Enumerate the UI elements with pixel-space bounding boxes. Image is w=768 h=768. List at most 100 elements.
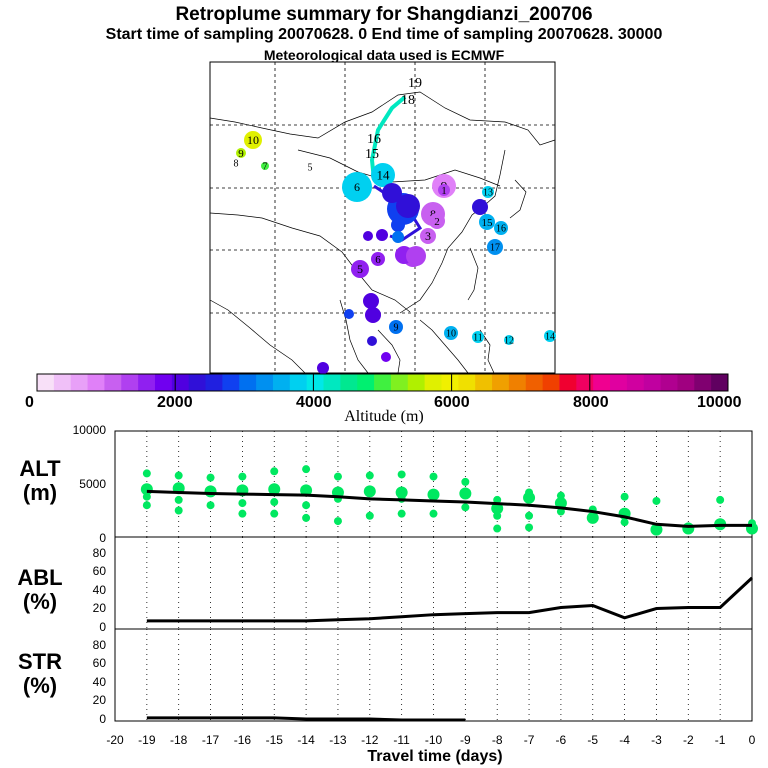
colorbar-segment [593,374,611,391]
colorbar-segment [205,374,223,391]
map-plume-blob [317,362,329,374]
abl-label-line1: ABL [17,565,63,590]
map-plume-blob [363,231,373,241]
str-label-line1: STR [18,649,62,674]
alt-scatter-point [206,473,215,482]
x-tick-label: -3 [651,733,662,747]
colorbar-segment [357,374,375,391]
map-marker-label: 17 [490,243,500,254]
map-marker-label: 11 [473,333,483,344]
map-marker-label: 2 [434,216,440,228]
colorbar-segment [188,374,207,391]
map-coastline-6 [377,329,401,374]
str-line [146,716,466,722]
x-tick-label: -4 [619,733,630,747]
x-tick-label: 0 [748,733,756,747]
map-coastline-4 [339,299,369,374]
alt-panel-label: ALT (m) [0,457,80,505]
map-marker-dot [389,320,403,334]
x-tick-label: -1 [714,733,726,747]
colorbar-segment [441,374,459,391]
str-panel-label: STR (%) [0,650,80,698]
alt-scatter-point [270,509,279,518]
alt-scatter-point [238,499,247,508]
alt-scatter-point [491,502,504,515]
map-coastline-8 [509,179,527,219]
str-ytick-40: 40 [92,675,106,689]
alt-scatter-point [142,469,151,478]
map-coastline-7 [467,247,479,301]
alt-scatter-point [493,511,502,520]
map-marker-label: 10 [446,329,456,340]
map-marker-label: 13 [483,188,493,199]
alt-scatter-point [204,485,217,498]
alt-scatter-point [459,487,472,500]
map-marker-label: 14 [377,168,391,183]
map-plume-blob [472,199,488,215]
map-marker-label: 6 [375,254,381,266]
alt-scatter-point [174,506,183,515]
map-marker-dot [487,239,503,255]
alt-scatter-point [650,523,663,536]
map-marker-dot [351,260,369,278]
map-marker-label: 19 [408,76,422,91]
alt-scatter-point [270,498,279,507]
alt-scatter-point [333,472,342,481]
x-tick-label: -5 [587,733,599,747]
plume-track-north [369,95,407,181]
map-marker-label: 9 [238,148,244,160]
colorbar-segment [643,374,662,391]
alt-scatter-point [270,467,279,476]
colorbar-segment [171,374,190,391]
colorbar-segment [53,374,72,391]
alt-ytick-5000: 5000 [79,477,106,491]
x-tick-label: -7 [523,733,535,747]
alt-scatter-point [302,513,311,522]
colorbar-segment [256,374,274,391]
colorbar-segment [390,374,409,391]
map-marker-label: 1 [441,185,447,197]
colorbar-label-4000: 4000 [296,394,332,411]
map-marker-dot [472,331,484,343]
map-marker-label: 8 [234,159,239,170]
alt-scatter-point [716,495,725,504]
x-tick-label: -8 [491,733,503,747]
map-plume-blob [381,352,391,362]
alt-scatter-point [523,491,536,504]
colorbar-segment [424,374,442,391]
x-tick-label: -11 [393,733,410,747]
alt-scatter-point [174,495,183,504]
colorbar-label-0: 0 [25,394,34,411]
alt-scatter-point [493,495,502,504]
map-plume-blob [382,183,402,203]
colorbar-label-2000: 2000 [157,394,193,411]
alt-scatter-point [429,472,438,481]
colorbar-segment [610,374,628,391]
colorbar-segment [677,374,695,391]
map-marker-dot [371,163,395,187]
x-tick-label: -15 [265,733,283,747]
alt-scatter-point [620,518,629,527]
map-marker-label: 5 [308,163,313,174]
x-tick-label: -17 [201,733,220,747]
alt-scatter-point [300,484,313,497]
alt-scatter-point [586,511,599,524]
x-tick-label: -14 [297,733,315,747]
colorbar-segment [542,374,560,391]
map-marker-label: 16 [496,224,506,235]
map-coastline-10 [479,329,495,374]
alt-scatter-point [365,471,374,480]
map-marker-label: 12 [504,336,514,347]
colorbar-segment [458,374,476,391]
map-plume-blob [363,293,379,309]
abl-ytick-20: 20 [92,601,106,615]
map-plume-blob [365,307,381,323]
map-marker-dot [342,172,372,202]
map-frame [209,61,556,374]
chart-subtitle: Start time of sampling 20070628. 0 End t… [105,26,663,43]
map-marker-dot [444,326,458,340]
abl-label-line2: (%) [22,589,58,614]
colorbar-segment [272,374,291,391]
str-ytick-60: 60 [92,656,106,670]
map-coastline-9 [209,299,306,374]
